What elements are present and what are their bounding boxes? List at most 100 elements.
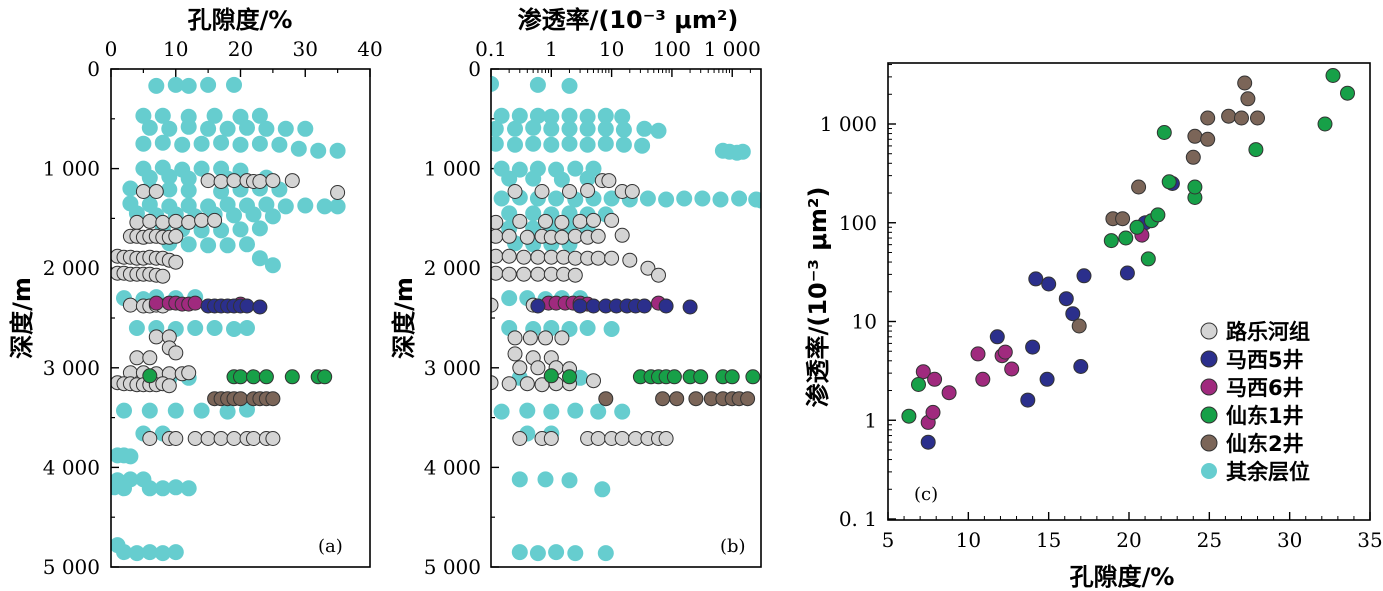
panel-b-point-luLeHe	[507, 346, 523, 362]
legend-label-other: 其余层位	[1226, 460, 1310, 484]
panel-b-point-xianDong2	[688, 391, 704, 407]
panel-b-point-other	[579, 120, 596, 137]
panel-b-point-luLeHe	[538, 330, 553, 346]
panel-a-point-other	[277, 198, 294, 215]
panel-b-point-other	[676, 190, 693, 207]
panel-c-point-xianDong1	[1340, 85, 1355, 101]
panel-b-ytick-label: 0	[468, 57, 481, 81]
panel-b-point-luLeHe	[554, 214, 570, 230]
panel-a-point-luLeHe	[284, 173, 300, 189]
panel-b-point-other	[548, 190, 565, 207]
panel-b-point-luLeHe	[622, 252, 638, 268]
panel-b-frame	[490, 68, 762, 568]
panel-b-point-other	[507, 120, 523, 137]
panel-b-ticks: 0.1 1 10 100 1 000 0 1 000 2 000 3 000 4 000 5 000	[424, 37, 762, 579]
panel-b-point-other	[597, 545, 614, 562]
panel-c-point-maXi5	[1028, 271, 1044, 287]
panel-c-point-xianDong1	[1129, 219, 1145, 235]
panel-a-point-luLeHe	[207, 212, 223, 228]
panel-a-point-luLeHe	[129, 350, 145, 366]
panel-c: 孔隙度/% 渗透率/(10⁻³ μm²) 5 10 15 20 25 30 35 0. 1 1 1…	[804, 62, 1383, 591]
panel-c-point-maXi5	[1039, 371, 1055, 387]
legend-marker-xianDong2	[1200, 434, 1218, 452]
panel-a-point-luLeHe	[155, 214, 171, 230]
panel-b-point-luLeHe	[491, 297, 499, 313]
panel-a-xtick-label: 40	[357, 37, 382, 61]
panel-b-point-other	[491, 135, 504, 152]
panel-b-point-other	[615, 136, 632, 153]
panel-c-ytick-label: 1 000	[820, 112, 877, 136]
panel-b-point-other	[731, 190, 748, 207]
panel-c-point-xianDong1	[1161, 174, 1177, 190]
panel-b-point-luLeHe	[519, 229, 535, 245]
panel-a-points	[111, 76, 346, 562]
panel-a-xlabel: 孔隙度/%	[188, 6, 293, 34]
panel-b-point-other	[694, 190, 711, 207]
panel-b-point-other	[525, 135, 542, 152]
panel-c-point-xianDong2	[1185, 149, 1201, 165]
panel-c-point-xianDong2	[1200, 131, 1216, 147]
panel-a-point-luLeHe	[142, 350, 158, 366]
panel-a-point-other	[251, 107, 268, 124]
panel-c-point-xianDong1	[1150, 207, 1166, 223]
panel-c-point-xianDong1	[1317, 116, 1333, 132]
panel-a-point-other	[135, 135, 152, 152]
panel-b-point-luLeHe	[522, 330, 538, 346]
panel-c-point-maXi6	[1004, 361, 1020, 377]
panel-c-point-xianDong1	[901, 408, 917, 424]
panel-a-point-other	[180, 182, 197, 199]
panel-b-point-other	[525, 205, 542, 222]
panel-a-point-other	[245, 206, 262, 223]
panel-b-point-luLeHe	[530, 266, 546, 282]
panel-a-point-other	[174, 136, 191, 153]
panel-b-point-luLeHe	[516, 249, 532, 265]
panel-a-point-other	[232, 136, 249, 153]
panel-a-point-luLeHe	[265, 431, 281, 446]
panel-c-point-xianDong2	[1250, 110, 1265, 126]
panel-a-point-other	[154, 107, 171, 124]
legend-marker-maXi5	[1200, 350, 1218, 368]
panel-c-xtick-label: 20	[1116, 528, 1141, 552]
legend-marker-maXi6	[1200, 378, 1218, 396]
panel-c-frame	[887, 62, 1371, 521]
panel-a-point-other	[226, 207, 242, 224]
panel-b-point-luLeHe	[614, 227, 630, 243]
panel-b-point-other	[567, 160, 584, 177]
panel-a-ytick-label: 4 000	[43, 455, 100, 479]
panel-b-point-luLeHe	[624, 184, 640, 199]
panel-a-point-other	[154, 134, 171, 151]
panel-a-point-luLeHe	[168, 431, 184, 446]
panel-c-xtick-label: 15	[1036, 528, 1061, 552]
panel-b-point-luLeHe	[586, 212, 601, 228]
panel-b-points	[491, 75, 761, 562]
panel-b-point-other	[548, 544, 565, 561]
panel-a-point-other	[154, 480, 171, 497]
panel-a-point-luLeHe	[213, 431, 229, 446]
panel-b-point-luLeHe	[580, 183, 596, 198]
panel-c-point-maXi5	[1058, 291, 1074, 307]
panel-a-point-other	[141, 544, 158, 561]
panel-b-point-other	[561, 77, 578, 94]
panel-a-ytick-label: 1 000	[43, 157, 100, 181]
panel-b-xtick-label: 100	[653, 37, 691, 61]
panel-a-point-other	[187, 320, 204, 336]
panel-b-point-luLeHe	[491, 375, 499, 391]
panel-a-point-luLeHe	[148, 329, 164, 345]
panel-c-point-xianDong1	[1156, 125, 1172, 140]
panel-a-point-other	[122, 448, 139, 465]
panel-a-point-other	[297, 197, 314, 214]
panel-a-point-other	[161, 168, 178, 185]
panel-b-point-other	[491, 75, 499, 92]
panel-a-point-other	[226, 76, 242, 93]
panel-b-ytick-label: 5 000	[424, 555, 481, 579]
panel-a-point-other	[219, 403, 236, 420]
panel-a-xtick-label: 20	[228, 37, 253, 61]
panel-b-point-luLeHe	[507, 184, 523, 199]
panel-b-point-other	[543, 120, 560, 137]
panel-c-point-maXi5	[1065, 306, 1081, 322]
panel-c-point-maXi6	[941, 385, 957, 401]
panel-c-ytick-label: 0. 1	[839, 507, 877, 531]
panel-b-point-luLeHe	[554, 330, 570, 346]
panel-a-point-luLeHe	[168, 254, 184, 270]
